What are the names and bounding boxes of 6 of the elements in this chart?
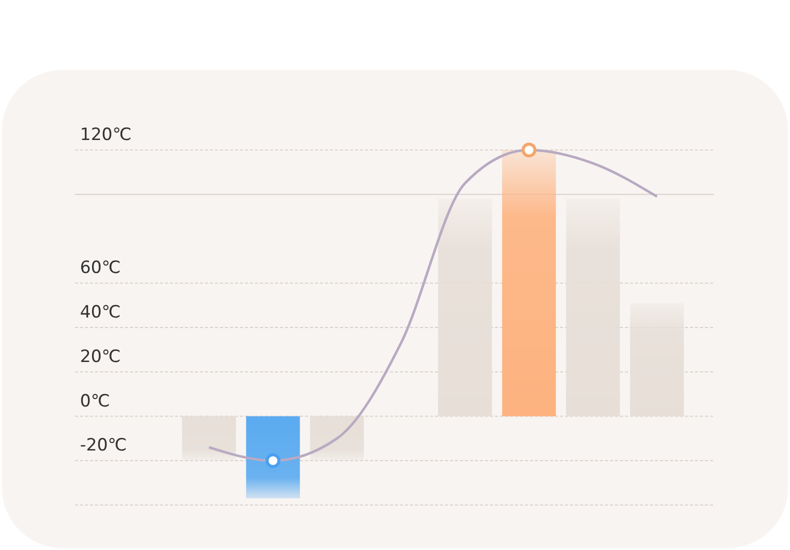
y-tick-label: 60℃ — [80, 258, 121, 278]
y-tick-label: -20℃ — [80, 436, 127, 456]
y-tick-label: 20℃ — [80, 346, 121, 367]
y-tick-label: 0℃ — [80, 391, 110, 412]
y-tick-label: 40℃ — [80, 302, 121, 322]
y-tick-label: 120℃ — [80, 125, 132, 145]
